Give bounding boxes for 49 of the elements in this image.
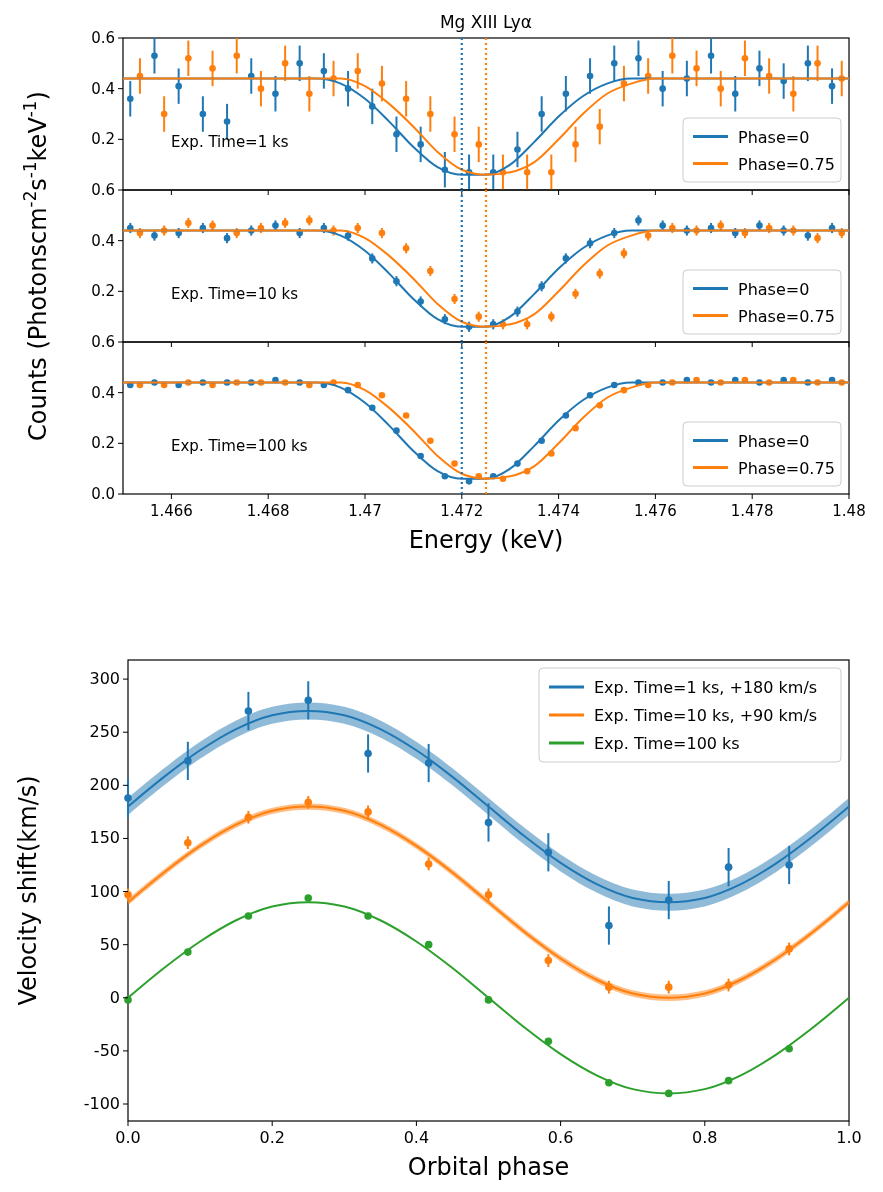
x-tick-label: 0.8 xyxy=(692,1128,718,1147)
legend-label: Phase=0.75 xyxy=(738,154,835,174)
annotation: Exp. Time=100 ks xyxy=(171,437,308,456)
y-axis-title: Velocity shift(km/s) xyxy=(14,775,42,1006)
y-tick-label: 50 xyxy=(99,934,120,954)
legend-label: Phase=0 xyxy=(738,127,810,147)
y-tick-label: 100 xyxy=(89,881,120,901)
y-tick-label: 250 xyxy=(89,722,120,742)
x-axis-title: Energy (keV) xyxy=(408,526,564,554)
x-tick-label: 0.2 xyxy=(259,1128,285,1147)
y-tick-label: 300 xyxy=(89,669,120,689)
y-tick-label: 0 xyxy=(109,987,120,1007)
legend-label: Exp. Time=10 ks, +90 km/s xyxy=(594,706,818,725)
legend-label: Phase=0 xyxy=(738,431,810,451)
y-tick-label: -50 xyxy=(93,1040,120,1060)
x-tick-label: 1.47 xyxy=(348,502,382,520)
legend-label: Phase=0.75 xyxy=(738,458,835,478)
y-tick-label: 0.4 xyxy=(91,231,115,250)
y-tick-label: 0.4 xyxy=(91,79,115,98)
y-tick-label: 0.2 xyxy=(91,282,115,301)
legend-label: Exp. Time=1 ks, +180 km/s xyxy=(594,678,818,697)
y-tick-label: 0.2 xyxy=(91,434,115,453)
y-tick-label: 0.6 xyxy=(91,181,115,199)
legend-label: Phase=0.75 xyxy=(738,306,835,326)
annotation: Exp. Time=10 ks xyxy=(171,285,299,304)
x-tick-label: 1.474 xyxy=(537,502,581,520)
x-tick-label: 1.476 xyxy=(633,502,677,520)
x-tick-label: 1.466 xyxy=(149,502,193,520)
y-tick-label: -100 xyxy=(83,1094,120,1113)
y-tick-label: 0.2 xyxy=(91,130,115,149)
y-tick-label: 200 xyxy=(89,775,120,795)
y-tick-label: 0.6 xyxy=(91,29,115,47)
x-axis-title: Orbital phase xyxy=(407,1153,570,1181)
y-tick-label: 0.6 xyxy=(91,333,115,351)
legend-label: Phase=0 xyxy=(738,279,810,299)
x-tick-label: 1.472 xyxy=(440,502,484,520)
x-tick-label: 1.478 xyxy=(730,502,774,520)
y-tick-label: 0.0 xyxy=(91,485,115,503)
x-tick-label: 1.48 xyxy=(832,502,866,520)
y-tick-label: 150 xyxy=(89,828,120,848)
x-tick-label: 0.4 xyxy=(403,1128,430,1147)
legend-label: Exp. Time=100 ks xyxy=(594,734,740,753)
annotation: Exp. Time=1 ks xyxy=(171,133,289,152)
x-tick-label: 1.0 xyxy=(836,1128,862,1147)
x-tick-label: 1.468 xyxy=(246,502,290,520)
x-tick-label: 0.0 xyxy=(115,1128,141,1147)
x-tick-label: 0.6 xyxy=(547,1128,574,1147)
y-tick-label: 0.4 xyxy=(91,383,115,402)
chart-title: Mg XIII Lyα xyxy=(439,12,533,32)
